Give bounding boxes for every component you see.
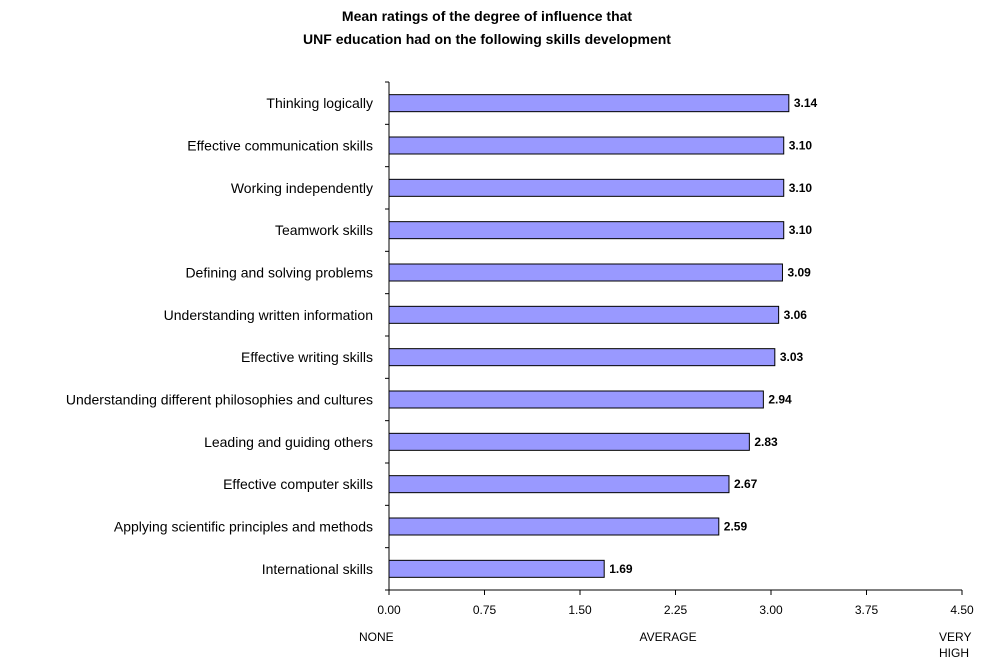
bar bbox=[388, 517, 720, 536]
category-label: Applying scientific principles and metho… bbox=[114, 519, 373, 535]
value-label: 2.67 bbox=[734, 477, 758, 491]
value-label: 3.10 bbox=[789, 181, 813, 195]
scale-anchor-label: NONE bbox=[359, 630, 394, 644]
bar bbox=[388, 305, 780, 324]
value-label: 2.59 bbox=[724, 520, 748, 534]
x-tick-label: 0.75 bbox=[473, 603, 497, 617]
x-tick-label: 3.75 bbox=[855, 603, 879, 617]
scale-anchor-line: HIGH bbox=[939, 646, 969, 660]
value-label: 3.14 bbox=[794, 96, 818, 110]
category-label: Teamwork skills bbox=[275, 222, 373, 238]
scale-anchor-line: VERY bbox=[939, 630, 971, 644]
scale-anchor-label: AVERAGE bbox=[640, 630, 697, 644]
chart-subtitle: UNF education had on the following skill… bbox=[303, 31, 671, 47]
bar bbox=[388, 390, 764, 409]
value-label: 2.83 bbox=[754, 435, 778, 449]
x-tick-label: 4.50 bbox=[950, 603, 974, 617]
x-tick-label: 3.00 bbox=[759, 603, 783, 617]
x-tick-label: 0.00 bbox=[377, 603, 401, 617]
category-label: Effective communication skills bbox=[187, 138, 373, 154]
bar bbox=[388, 475, 730, 494]
chart-title: Mean ratings of the degree of influence … bbox=[342, 8, 632, 24]
bar bbox=[388, 221, 785, 240]
value-label: 1.69 bbox=[609, 562, 633, 576]
plot-area: Thinking logically 3.14 Effective communic… bbox=[66, 81, 974, 660]
bar bbox=[388, 178, 785, 197]
scale-anchor-line: AVERAGE bbox=[640, 630, 697, 644]
category-label: Leading and guiding others bbox=[204, 434, 373, 450]
category-label: Understanding different philosophies and… bbox=[66, 392, 373, 408]
category-label: Understanding written information bbox=[164, 307, 373, 323]
category-label: Effective writing skills bbox=[241, 349, 373, 365]
bar bbox=[388, 432, 750, 451]
value-label: 3.10 bbox=[789, 223, 813, 237]
value-label: 3.10 bbox=[789, 139, 813, 153]
category-label: International skills bbox=[262, 561, 373, 577]
bar bbox=[388, 94, 790, 113]
x-tick-label: 1.50 bbox=[568, 603, 592, 617]
bar bbox=[388, 559, 605, 578]
category-label: Working independently bbox=[231, 180, 373, 196]
bar bbox=[388, 263, 783, 282]
category-label: Thinking logically bbox=[266, 95, 373, 111]
scale-anchor-label: VERY HIGH bbox=[939, 630, 971, 660]
category-label: Defining and solving problems bbox=[185, 265, 373, 281]
value-label: 2.94 bbox=[768, 393, 792, 407]
scale-anchor-line: NONE bbox=[359, 630, 394, 644]
value-label: 3.06 bbox=[784, 308, 808, 322]
value-label: 3.09 bbox=[787, 266, 811, 280]
bar bbox=[388, 136, 785, 155]
value-label: 3.03 bbox=[780, 350, 804, 364]
category-label: Effective computer skills bbox=[223, 476, 373, 492]
x-tick-label: 2.25 bbox=[664, 603, 688, 617]
bar bbox=[388, 348, 776, 367]
